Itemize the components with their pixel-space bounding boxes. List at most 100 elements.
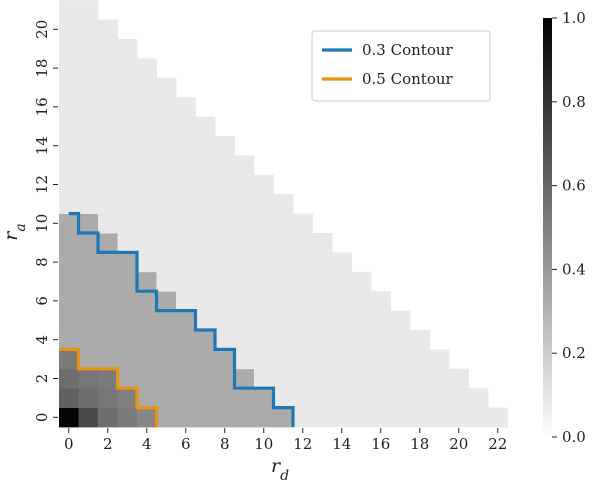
heatmap-cell xyxy=(312,252,333,273)
heatmap-cell xyxy=(137,194,157,214)
heatmap-cell xyxy=(117,310,138,331)
heatmap-cell xyxy=(98,330,118,350)
heatmap-cell xyxy=(351,330,372,350)
heatmap-cell xyxy=(176,252,196,273)
heatmap-cell xyxy=(156,310,177,331)
heatmap-cell xyxy=(332,407,352,428)
heatmap-cell xyxy=(195,213,216,234)
heatmap-cell xyxy=(78,213,99,234)
heatmap-cell xyxy=(312,233,333,253)
heatmap-cell xyxy=(234,368,255,389)
heatmap-cell xyxy=(59,194,79,214)
heatmap-cell xyxy=(390,349,411,370)
heatmap-cell xyxy=(195,349,216,370)
heatmap-cell xyxy=(215,252,235,273)
y-tick-label: 8 xyxy=(33,257,51,267)
heatmap-cell xyxy=(117,349,138,370)
heatmap-cell xyxy=(293,330,313,350)
heatmap-cell xyxy=(59,97,79,117)
heatmap-cell xyxy=(312,388,333,408)
heatmap-cell xyxy=(156,155,177,176)
heatmap-cell xyxy=(98,252,118,273)
heatmap-cell xyxy=(254,388,274,408)
heatmap-cell xyxy=(293,252,313,273)
heatmap-cell xyxy=(176,310,196,331)
heatmap-cell xyxy=(351,291,372,311)
x-tick-label: 8 xyxy=(220,435,230,453)
x-axis-ticks: 0 2 4 6 8 10 12 14 16 18 20 22 xyxy=(64,428,507,453)
heatmap-cell xyxy=(176,233,196,253)
heatmap-cell xyxy=(137,116,157,137)
heatmap-cell xyxy=(351,271,372,292)
heatmap-cell xyxy=(78,19,99,40)
colorbar-tick-label: 0.0 xyxy=(562,428,586,446)
heatmap-cell xyxy=(254,233,274,253)
heatmap-cell xyxy=(59,271,79,292)
heatmap-cell xyxy=(78,194,99,214)
heatmap-cell xyxy=(410,349,430,370)
heatmap-cell xyxy=(273,271,294,292)
heatmap-cell xyxy=(59,19,79,40)
heatmap-cell xyxy=(351,407,372,428)
heatmap-cell xyxy=(78,233,99,253)
heatmap-cell xyxy=(254,310,274,331)
heatmap-cell xyxy=(137,310,157,331)
heatmap-cell xyxy=(234,271,255,292)
contour-line xyxy=(59,347,159,427)
heatmap-cell xyxy=(371,349,391,370)
heatmap-cell xyxy=(59,310,79,331)
heatmap-cell xyxy=(176,349,196,370)
heatmap-cell xyxy=(215,136,235,156)
heatmap-cell xyxy=(293,310,313,331)
heatmap-cell xyxy=(156,116,177,137)
heatmap-cell xyxy=(176,271,196,292)
heatmap-cell xyxy=(254,407,274,428)
heatmap-cell xyxy=(390,368,411,389)
heatmap-cell xyxy=(195,252,216,273)
heatmap-cell xyxy=(332,368,352,389)
heatmap-cell xyxy=(215,330,235,350)
y-tick-label: 12 xyxy=(33,175,51,194)
heatmap-cell xyxy=(195,271,216,292)
heatmap-cell xyxy=(176,194,196,214)
heatmap-cell xyxy=(234,407,255,428)
heatmap-cell xyxy=(59,39,79,59)
heatmap-cells xyxy=(59,0,508,428)
heatmap-cell xyxy=(312,271,333,292)
heatmap-cell xyxy=(59,407,79,428)
heatmap-cell xyxy=(137,291,157,311)
heatmap-cell xyxy=(59,252,79,273)
x-tick-label: 16 xyxy=(371,435,390,453)
heatmap-cell xyxy=(195,388,216,408)
heatmap-cell xyxy=(156,194,177,214)
heatmap-cell xyxy=(293,271,313,292)
heatmap-cell xyxy=(117,39,138,59)
heatmap-cell xyxy=(273,407,294,428)
heatmap-cell xyxy=(59,368,79,389)
heatmap-cell xyxy=(371,330,391,350)
heatmap-cell xyxy=(176,368,196,389)
heatmap-cell xyxy=(117,116,138,137)
heatmap-cell xyxy=(449,368,469,389)
heatmap-cell xyxy=(254,291,274,311)
x-tick-label: 14 xyxy=(332,435,351,453)
heatmap-cell xyxy=(117,291,138,311)
heatmap-cell xyxy=(234,233,255,253)
heatmap-cell xyxy=(117,58,138,79)
legend-label: 0.5 Contour xyxy=(362,70,454,88)
heatmap-cell xyxy=(371,388,391,408)
heatmap-cell xyxy=(293,213,313,234)
heatmap-cell xyxy=(371,310,391,331)
heatmap-cell xyxy=(156,368,177,389)
heatmap-cell xyxy=(234,194,255,214)
heatmap-cell xyxy=(195,310,216,331)
heatmap-cell xyxy=(449,388,469,408)
heatmap-cell xyxy=(156,388,177,408)
x-axis-label: rd xyxy=(271,455,289,480)
heatmap-cell xyxy=(215,291,235,311)
heatmap-cell xyxy=(78,97,99,117)
heatmap-cell xyxy=(98,155,118,176)
heatmap-cell xyxy=(273,252,294,273)
heatmap-cell xyxy=(98,39,118,59)
